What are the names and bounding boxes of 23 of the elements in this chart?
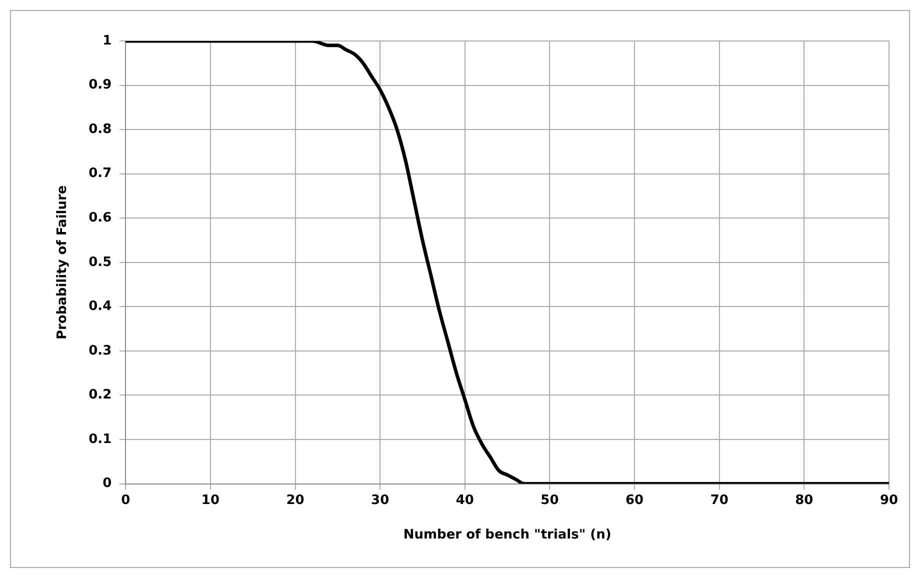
x-axis-title: Number of bench "trials" (n) bbox=[403, 528, 612, 543]
x-tick-label: 20 bbox=[286, 492, 304, 508]
x-tick-label: 10 bbox=[201, 492, 220, 508]
y-tick-label: 0.1 bbox=[88, 432, 112, 447]
y-tick-label: 0.9 bbox=[88, 78, 112, 93]
x-tick-label: 50 bbox=[540, 492, 559, 508]
x-tick-label: 70 bbox=[710, 492, 728, 508]
x-tick-label: 60 bbox=[625, 492, 644, 508]
y-tick-label: 0.3 bbox=[88, 343, 112, 358]
x-tick-label: 90 bbox=[880, 492, 898, 508]
y-tick-label: 0.4 bbox=[88, 299, 112, 314]
x-tick-label: 30 bbox=[371, 492, 390, 508]
y-tick-label: 0.2 bbox=[88, 388, 112, 403]
y-tick-label: 1 bbox=[102, 33, 112, 48]
x-tick-label: 40 bbox=[456, 492, 474, 508]
x-tick-label: 0 bbox=[121, 492, 130, 508]
x-tick-label: 80 bbox=[795, 492, 814, 508]
y-tick-label: 0.8 bbox=[88, 122, 112, 137]
y-tick-label: 0 bbox=[102, 476, 112, 492]
y-tick-label: 0.6 bbox=[88, 210, 112, 226]
y-axis-title: Probability of Failure bbox=[55, 185, 70, 340]
y-tick-label: 0.5 bbox=[88, 254, 112, 270]
y-tick-label: 0.7 bbox=[88, 166, 112, 182]
